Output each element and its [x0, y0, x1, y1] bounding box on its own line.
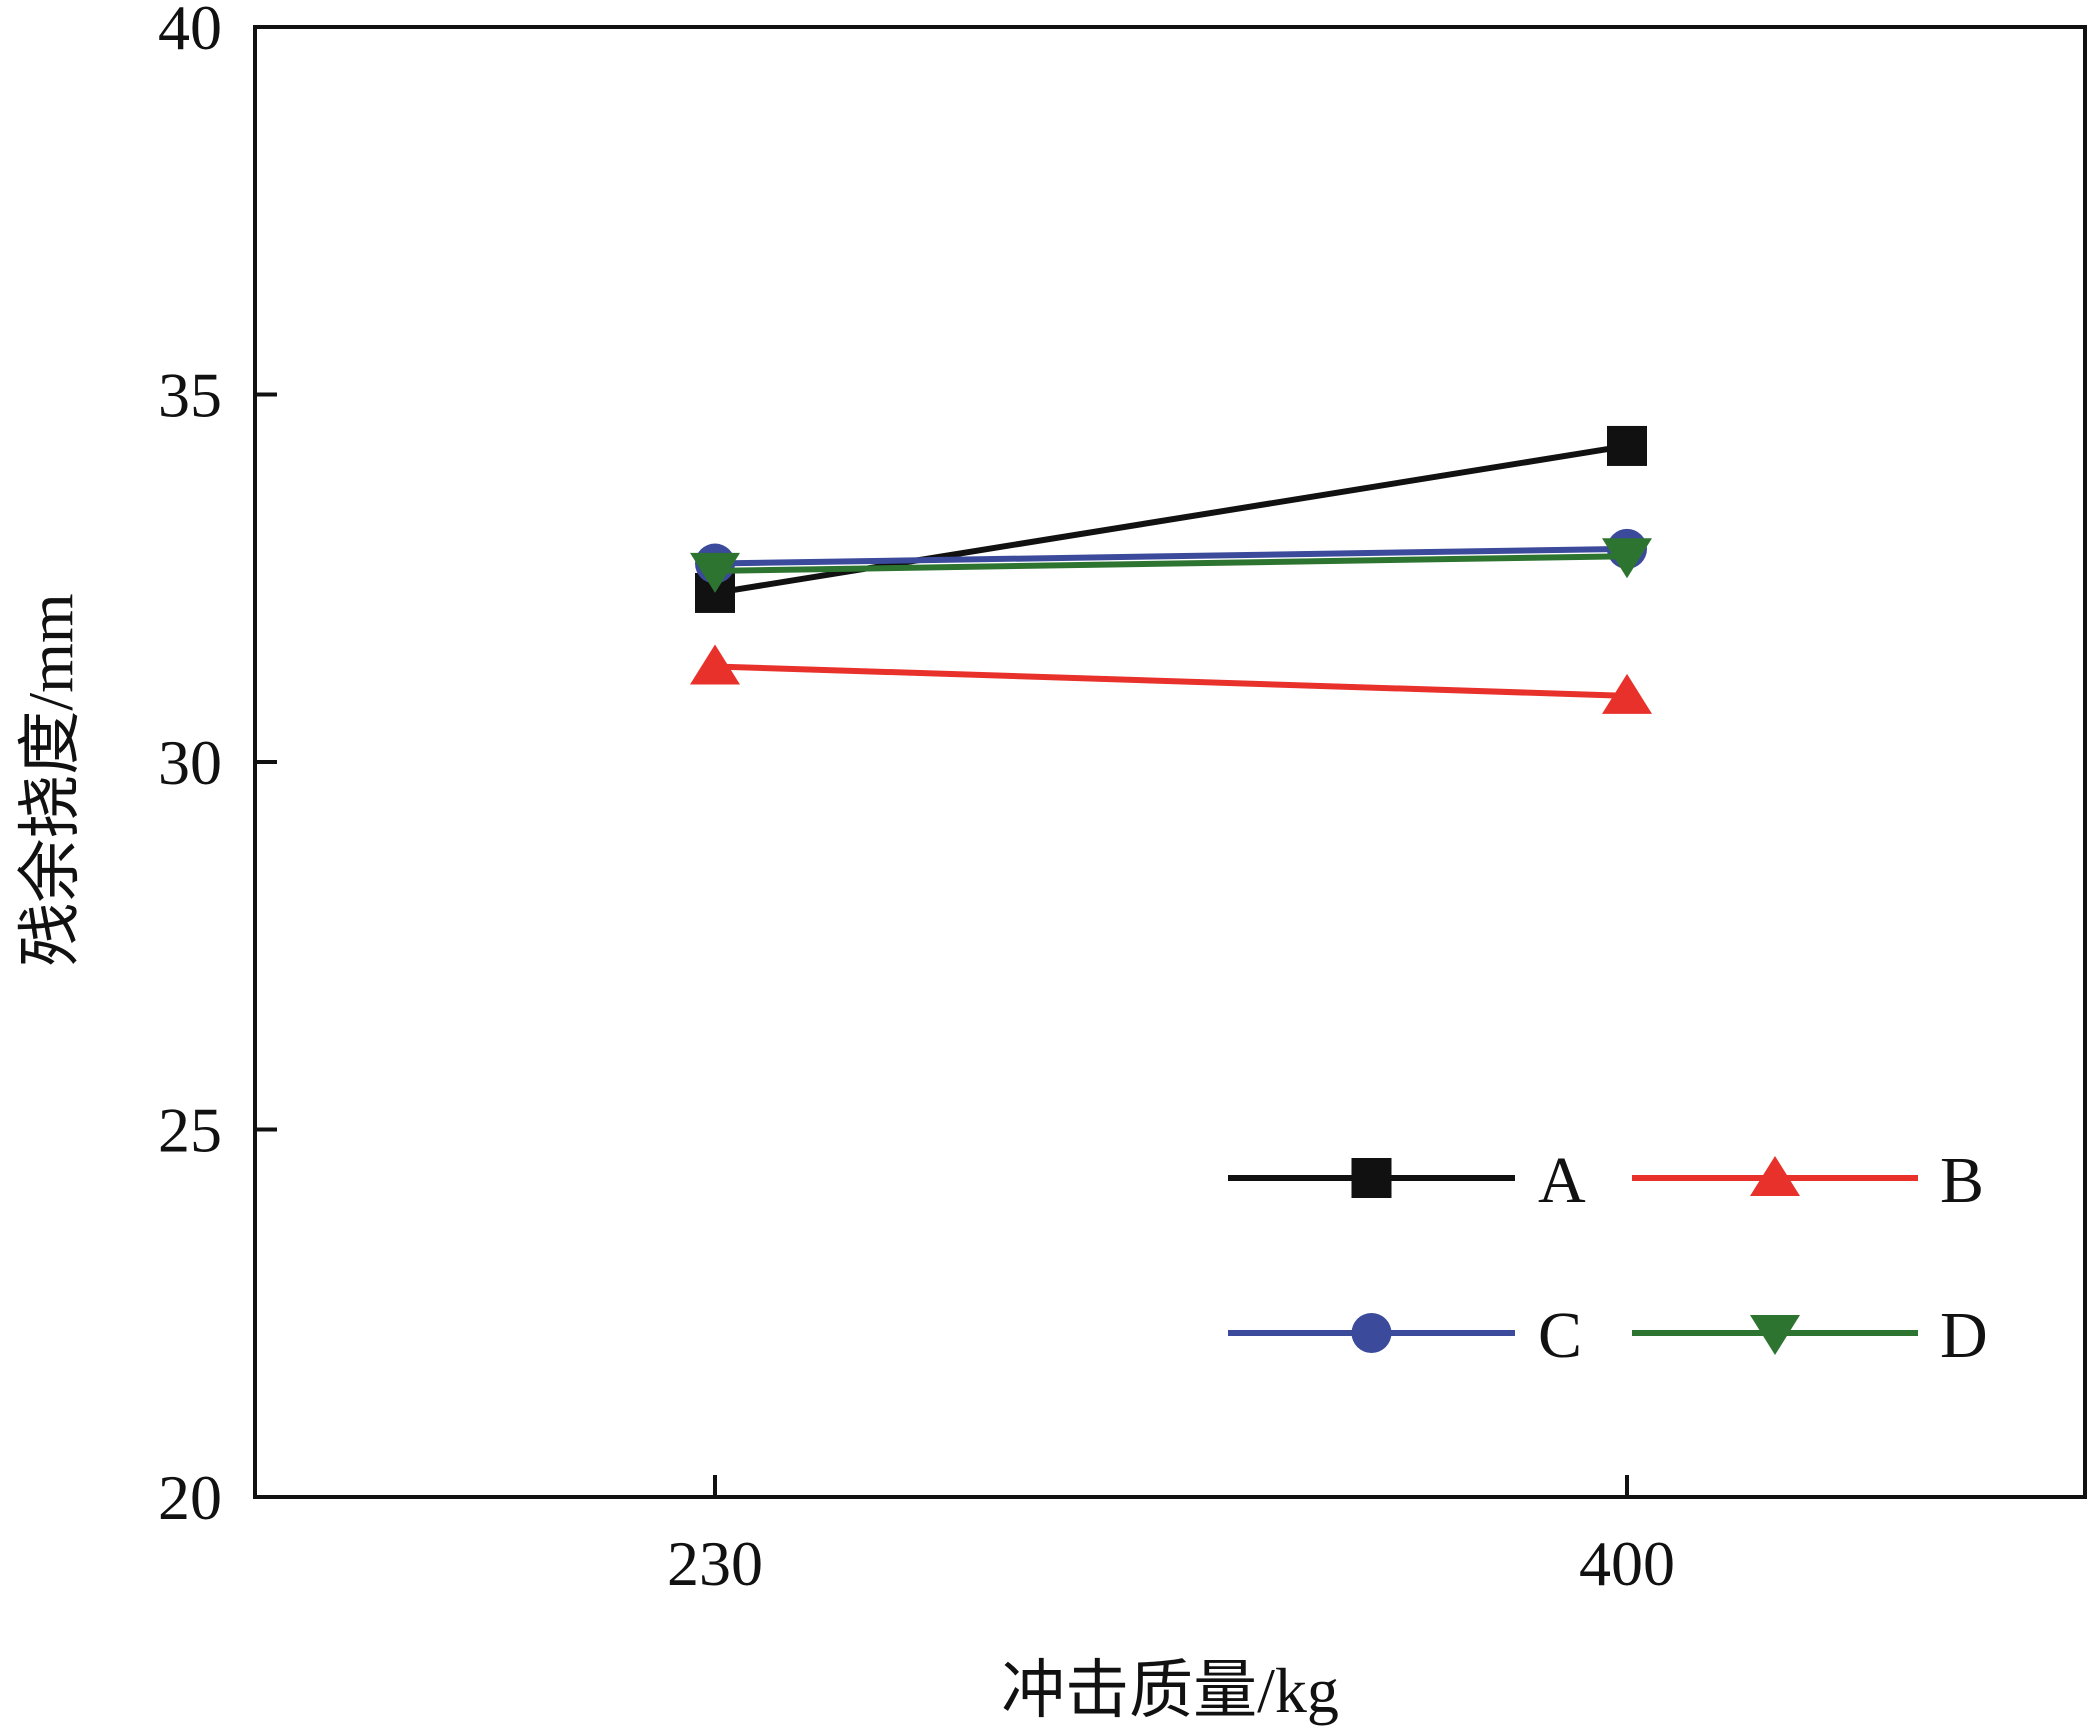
legend-item-B: B: [1632, 1144, 1984, 1217]
y-tick-label-35: 35: [158, 360, 222, 431]
y-axis-title: 残余挠度/mm: [15, 593, 86, 966]
x-tick-label-400: 400: [1579, 1528, 1675, 1599]
series-line-B: [714, 663, 1628, 699]
legend-item-C: C: [1228, 1299, 1582, 1372]
y-tick-label-25: 25: [158, 1095, 222, 1166]
y-axis: 20 25 30 35 40: [158, 0, 277, 1533]
legend-marker-A: [1351, 1158, 1392, 1198]
legend-item-A: A: [1228, 1144, 1586, 1217]
x-tick-label-230: 230: [667, 1528, 763, 1599]
series-D: [690, 538, 1652, 593]
y-tick-label-40: 40: [158, 0, 222, 63]
series-A: [695, 425, 1647, 613]
legend-marker-C: [1351, 1313, 1392, 1353]
legend: A B C D: [1228, 1144, 1988, 1372]
legend-marker-D: [1750, 1315, 1800, 1355]
y-tick-label-20: 20: [158, 1462, 222, 1533]
x-axis: 230 400: [667, 1475, 1675, 1599]
legend-marker-B: [1750, 1156, 1800, 1196]
legend-item-D: D: [1632, 1299, 1988, 1372]
legend-label-C: C: [1538, 1299, 1582, 1372]
x-axis-title: 冲击质量/kg: [1001, 1655, 1339, 1726]
legend-label-D: D: [1940, 1299, 1988, 1372]
series-B: [690, 644, 1652, 714]
data-point-D-400: [1602, 538, 1652, 579]
y-tick-label-30: 30: [158, 727, 222, 798]
series-layer: [690, 425, 1652, 714]
series-line-D: [714, 553, 1628, 574]
data-point-D-230: [690, 552, 740, 593]
data-point-B-230: [690, 644, 740, 685]
legend-label-A: A: [1538, 1144, 1586, 1217]
legend-label-B: B: [1940, 1144, 1984, 1217]
data-point-B-400: [1602, 673, 1652, 714]
plot-area-frame: [253, 25, 2087, 1499]
series-line-C: [714, 545, 1628, 567]
data-point-A-400: [1607, 425, 1647, 466]
